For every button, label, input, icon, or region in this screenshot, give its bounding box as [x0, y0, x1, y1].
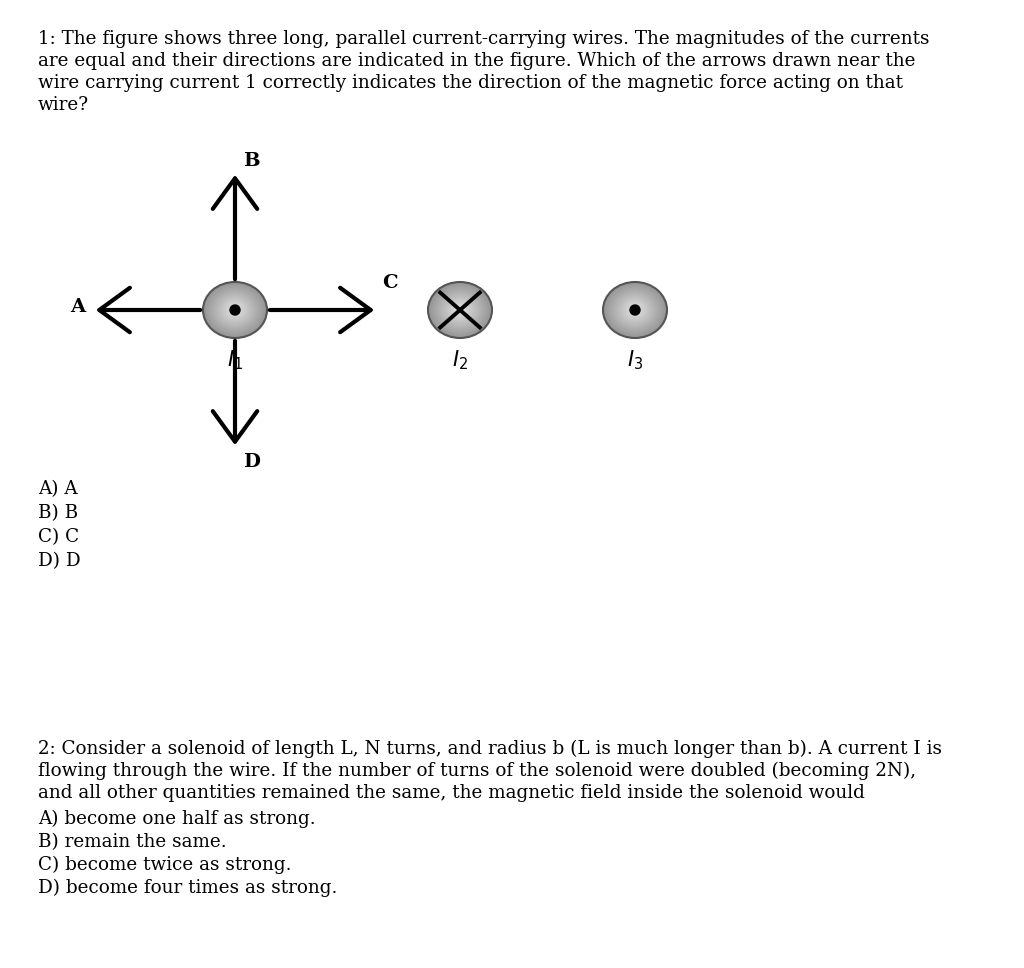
Text: B) B: B) B — [38, 504, 78, 522]
Ellipse shape — [613, 291, 656, 329]
Ellipse shape — [434, 287, 486, 333]
Ellipse shape — [612, 290, 657, 330]
Text: wire carrying current 1 correctly indicates the direction of the magnetic force : wire carrying current 1 correctly indica… — [38, 74, 903, 92]
Text: flowing through the wire. If the number of turns of the solenoid were doubled (b: flowing through the wire. If the number … — [38, 762, 916, 780]
Ellipse shape — [603, 282, 667, 338]
Text: 2: Consider a solenoid of length L, N turns, and radius b (L is much longer than: 2: Consider a solenoid of length L, N tu… — [38, 740, 942, 758]
Ellipse shape — [607, 286, 663, 334]
Ellipse shape — [629, 305, 641, 316]
Circle shape — [630, 305, 640, 315]
Ellipse shape — [209, 287, 261, 333]
Ellipse shape — [206, 285, 264, 335]
Ellipse shape — [218, 295, 252, 324]
Ellipse shape — [231, 307, 239, 313]
Ellipse shape — [205, 284, 265, 337]
Ellipse shape — [230, 306, 240, 315]
Ellipse shape — [447, 299, 472, 320]
Ellipse shape — [443, 295, 477, 324]
Ellipse shape — [618, 295, 652, 324]
Ellipse shape — [615, 292, 655, 327]
Text: wire?: wire? — [38, 96, 89, 114]
Text: A) become one half as strong.: A) become one half as strong. — [38, 810, 315, 829]
Ellipse shape — [604, 284, 666, 337]
Ellipse shape — [437, 290, 483, 330]
Ellipse shape — [441, 294, 478, 326]
Ellipse shape — [632, 307, 638, 313]
Ellipse shape — [215, 292, 255, 327]
Ellipse shape — [451, 302, 469, 318]
Ellipse shape — [631, 306, 640, 315]
Ellipse shape — [432, 286, 487, 334]
Ellipse shape — [431, 285, 489, 335]
Ellipse shape — [444, 296, 475, 323]
Text: A) A: A) A — [38, 480, 78, 498]
Ellipse shape — [610, 288, 659, 331]
Ellipse shape — [457, 307, 463, 313]
Ellipse shape — [435, 288, 484, 331]
Ellipse shape — [609, 287, 660, 333]
Ellipse shape — [428, 282, 492, 338]
Text: and all other quantities remained the same, the magnetic field inside the soleno: and all other quantities remained the sa… — [38, 784, 865, 802]
Ellipse shape — [616, 294, 653, 326]
Ellipse shape — [623, 299, 647, 320]
Ellipse shape — [625, 301, 646, 319]
Text: $I_3$: $I_3$ — [627, 348, 643, 372]
Text: C) become twice as strong.: C) become twice as strong. — [38, 856, 292, 874]
Text: $I_1$: $I_1$ — [227, 348, 243, 372]
Text: $I_2$: $I_2$ — [452, 348, 468, 372]
Text: D: D — [243, 453, 260, 471]
Text: D) D: D) D — [38, 552, 81, 570]
Ellipse shape — [438, 291, 481, 329]
Ellipse shape — [203, 282, 267, 338]
Text: 1: The figure shows three long, parallel current-carrying wires. The magnitudes : 1: The figure shows three long, parallel… — [38, 30, 930, 48]
Ellipse shape — [224, 301, 246, 319]
Ellipse shape — [228, 305, 242, 316]
Ellipse shape — [214, 291, 256, 329]
Circle shape — [230, 305, 240, 315]
Text: B) remain the same.: B) remain the same. — [38, 833, 226, 851]
Ellipse shape — [225, 302, 245, 318]
Text: D) become four times as strong.: D) become four times as strong. — [38, 879, 337, 897]
Ellipse shape — [453, 303, 468, 317]
Text: are equal and their directions are indicated in the figure. Which of the arrows : are equal and their directions are indic… — [38, 52, 915, 70]
Ellipse shape — [429, 284, 490, 337]
Text: A: A — [70, 298, 85, 316]
Ellipse shape — [620, 296, 650, 323]
Text: C) C: C) C — [38, 528, 79, 546]
Ellipse shape — [227, 303, 243, 317]
Ellipse shape — [622, 298, 649, 322]
Ellipse shape — [221, 298, 249, 322]
Ellipse shape — [208, 286, 262, 334]
Ellipse shape — [450, 301, 471, 319]
Ellipse shape — [454, 305, 466, 316]
Ellipse shape — [628, 303, 643, 317]
Ellipse shape — [217, 294, 253, 326]
Ellipse shape — [212, 290, 258, 330]
Ellipse shape — [220, 296, 250, 323]
Ellipse shape — [446, 298, 474, 322]
Ellipse shape — [222, 299, 247, 320]
Ellipse shape — [211, 288, 259, 331]
Ellipse shape — [440, 292, 480, 327]
Text: B: B — [243, 152, 260, 170]
Ellipse shape — [456, 306, 465, 315]
Ellipse shape — [626, 302, 644, 318]
Text: C: C — [382, 274, 397, 292]
Ellipse shape — [606, 285, 664, 335]
